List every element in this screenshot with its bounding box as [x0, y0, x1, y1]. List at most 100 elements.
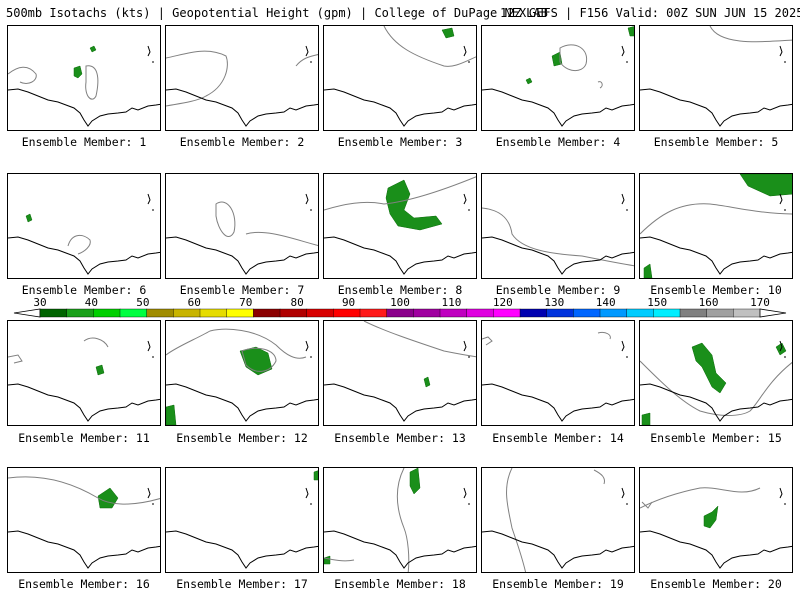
isotach-contour-fill: [25, 213, 33, 223]
ensemble-member-label: Ensemble Member: 11: [18, 431, 150, 445]
geopotential-height-contour: [482, 336, 493, 346]
ensemble-member-label: Ensemble Member: 7: [179, 283, 305, 297]
map-title-left: 500mb Isotachs (kts) | Geopotential Heig…: [6, 6, 548, 20]
colorbar-swatch: [413, 308, 441, 318]
ensemble-member-label: Ensemble Member: 20: [650, 577, 782, 591]
ensemble-member-panel: [323, 320, 477, 426]
panel-map: [482, 193, 634, 275]
isotach-contour-fill: [73, 65, 83, 79]
coastline: [640, 88, 792, 127]
ensemble-member-panel: [639, 25, 793, 131]
ensemble-member-label: Ensemble Member: 16: [18, 577, 150, 591]
geopotential-height-contour: [482, 207, 634, 267]
geopotential-height-contour: [506, 468, 527, 572]
isotach-contour-fill: [691, 342, 727, 394]
ensemble-member-label: Ensemble Member: 15: [650, 431, 782, 445]
coastline: [779, 487, 786, 505]
geopotential-height-contour: [640, 487, 761, 509]
ensemble-member-panel: [639, 173, 793, 279]
coastline: [621, 193, 628, 211]
ensemble-member-panel: [165, 173, 319, 279]
panel-map: [324, 468, 476, 572]
coastline: [463, 45, 470, 63]
colorbar-swatch: [66, 308, 94, 318]
coastline: [324, 88, 476, 127]
colorbar-swatch: [39, 308, 68, 318]
ensemble-member-label: Ensemble Member: 9: [495, 283, 621, 297]
coastline: [166, 530, 318, 569]
panel-map: [482, 468, 634, 572]
geopotential-height-contour: [324, 176, 476, 211]
coastline: [8, 383, 160, 422]
coastline: [147, 487, 154, 505]
coastline: [8, 88, 160, 127]
colorbar-swatch: [733, 308, 761, 318]
ensemble-member-panel: [7, 25, 161, 131]
isotach-contour-fill: [423, 376, 431, 388]
geopotential-height-contour: [593, 469, 605, 485]
geopotential-height-contour: [597, 81, 603, 89]
ensemble-member-panel: [165, 467, 319, 573]
colorbar-swatch: [493, 308, 521, 318]
ensemble-member-label: Ensemble Member: 5: [653, 135, 779, 149]
ensemble-member-label: Ensemble Member: 19: [492, 577, 624, 591]
panel-map: [166, 470, 318, 569]
ensemble-member-label: Ensemble Member: 1: [21, 135, 147, 149]
isotach-contour-fill: [641, 412, 651, 425]
coastline: [463, 487, 470, 505]
colorbar-tick-label: 170: [750, 296, 770, 309]
isotach-contour-fill: [739, 174, 792, 197]
ensemble-member-panel: [323, 173, 477, 279]
coastline: [621, 487, 628, 505]
panel-map: [324, 176, 476, 275]
colorbar-swatch: [466, 308, 494, 318]
coastline: [621, 340, 628, 358]
coastline: [482, 88, 634, 127]
colorbar-swatch: [359, 308, 388, 318]
ensemble-member-label: Ensemble Member: 2: [179, 135, 305, 149]
ensemble-member-label: Ensemble Member: 3: [337, 135, 463, 149]
coastline: [779, 193, 786, 211]
colorbar-swatch: [679, 308, 708, 318]
colorbar-tick-label: 90: [341, 296, 356, 309]
panel-map: [8, 193, 160, 275]
ensemble-member-panel: [481, 467, 635, 573]
coastline: [324, 236, 476, 275]
colorbar-swatch: [653, 308, 681, 318]
isotach-contour-fill: [324, 555, 331, 565]
isotach-contour-fill: [409, 468, 421, 495]
geopotential-height-contour: [363, 321, 476, 358]
ensemble-member-label: Ensemble Member: 6: [21, 283, 147, 297]
ensemble-member-panel: [481, 25, 635, 131]
coastline: [147, 45, 154, 63]
geopotential-height-contour: [67, 235, 91, 255]
colorbar-tick-label: 140: [595, 296, 616, 309]
colorbar-tick-label: 120: [492, 296, 513, 309]
panel-map: [640, 26, 792, 127]
panel-map: [8, 476, 160, 569]
ensemble-member-panel: [323, 467, 477, 573]
geopotential-height-contour: [559, 44, 588, 71]
coastline: [463, 340, 470, 358]
panel-map: [8, 45, 160, 127]
colorbar-swatch: [279, 308, 308, 318]
coastline: [640, 236, 792, 275]
panel-map: [324, 321, 476, 422]
geopotential-height-contour: [8, 476, 160, 505]
colorbar-swatch: [253, 308, 281, 318]
colorbar-tick-label: 110: [441, 296, 462, 309]
ensemble-member-label: Ensemble Member: 14: [492, 431, 624, 445]
colorbar-swatch: [626, 308, 654, 318]
coastline: [324, 530, 476, 569]
panel-map: [166, 328, 318, 425]
panel-map: [166, 45, 318, 127]
ensemble-member-panel: [481, 320, 635, 426]
colorbar-swatch: [93, 308, 121, 318]
ensemble-member-panel: [7, 173, 161, 279]
geopotential-height-contour: [245, 231, 318, 246]
geopotential-height-contour: [83, 337, 109, 348]
ensemble-member-panel: [7, 320, 161, 426]
coastline: [621, 45, 628, 63]
colorbar-tick-label: 130: [544, 296, 565, 309]
coastline: [640, 530, 792, 569]
